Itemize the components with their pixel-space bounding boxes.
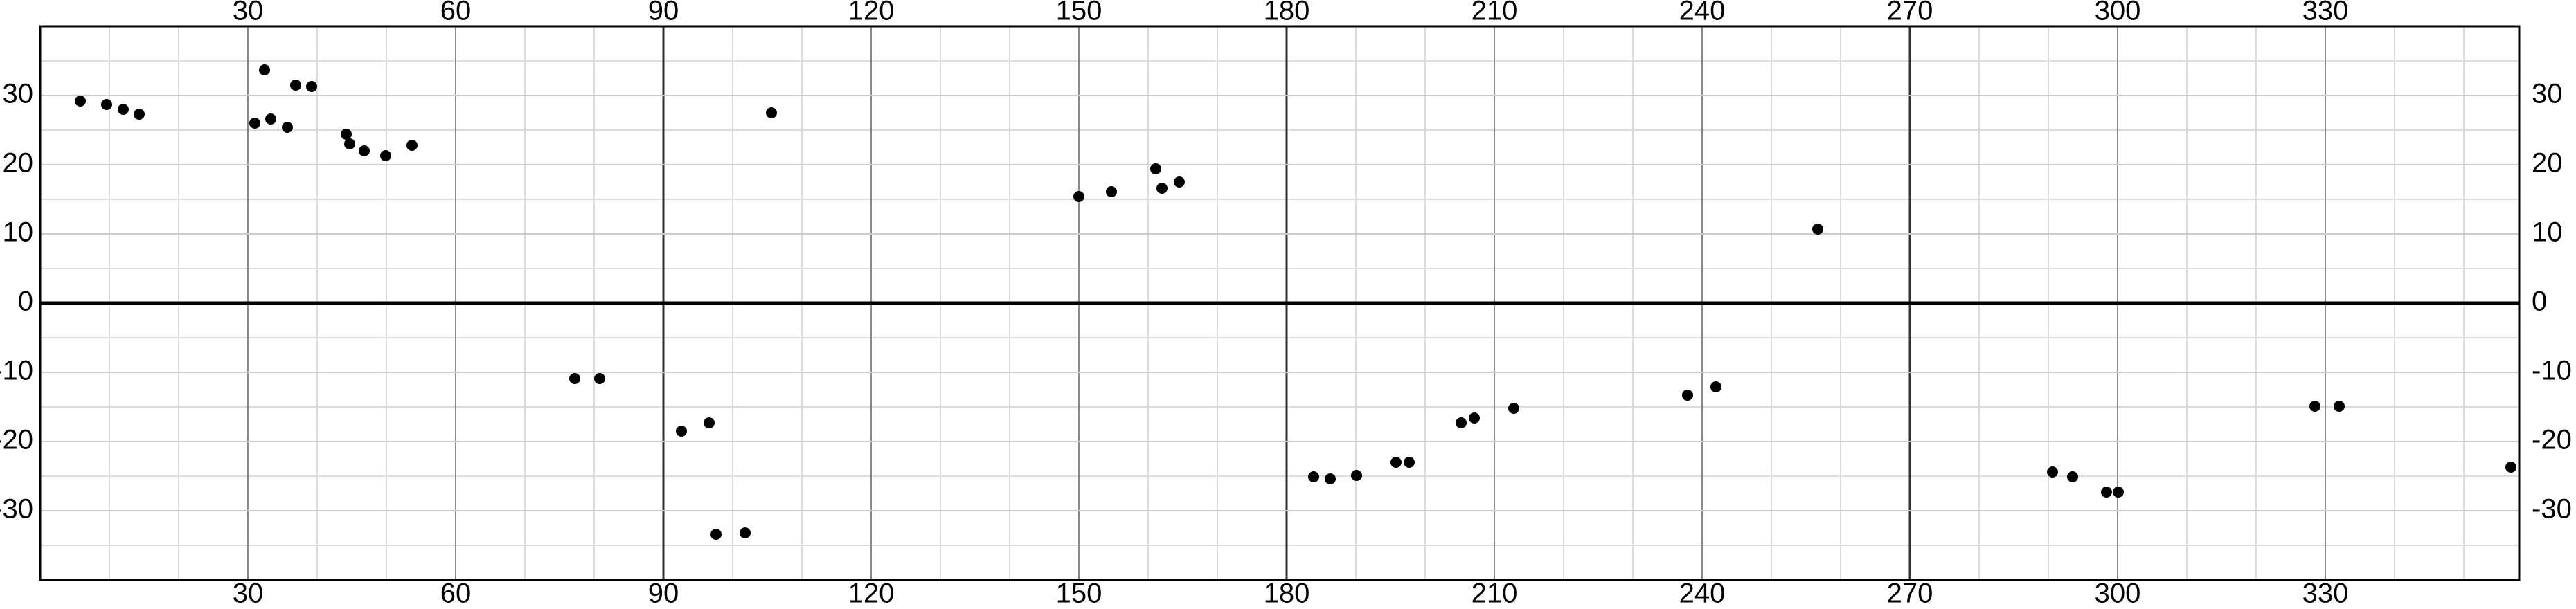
sunspot: [2113, 487, 2124, 498]
plot-frame: [39, 25, 2521, 581]
x-tick-label: 270: [1887, 579, 1933, 609]
x-tick-label: 210: [1472, 579, 1518, 609]
y-tick-label: 10: [2532, 217, 2563, 248]
sunspot: [2309, 401, 2320, 412]
x-tick-label: 210: [1472, 0, 1518, 26]
x-tick-label: 180: [1264, 579, 1310, 609]
x-tick-label: 30: [233, 0, 264, 26]
x-tick-label: 120: [848, 0, 895, 26]
y-tick-label: 0: [18, 287, 33, 317]
sunspot: [1308, 471, 1319, 482]
x-tick-label: 300: [2095, 0, 2141, 26]
sunspot: [2101, 487, 2112, 498]
y-tick-label: -30: [2532, 494, 2572, 525]
sunspot: [249, 118, 260, 129]
sunspot: [406, 140, 418, 151]
sunspot: [75, 96, 86, 107]
sunspot: [1710, 381, 1721, 392]
sunspot: [344, 138, 355, 149]
x-tick-label: 90: [648, 579, 679, 609]
sunspot: [2334, 401, 2345, 412]
x-tick-label: 300: [2095, 579, 2141, 609]
x-tick-label: 180: [1264, 0, 1310, 26]
sunspot: [1508, 403, 1519, 414]
sunspot: [265, 113, 276, 125]
sunspot: [1390, 457, 1402, 468]
sunspot: [1682, 390, 1693, 401]
sunspot: [1351, 470, 1362, 481]
y-tick-label: 10: [3, 217, 34, 248]
sunspot: [594, 373, 605, 384]
y-tick-label: 30: [2532, 79, 2563, 109]
sunspot: [704, 417, 715, 428]
x-tick-label: 30: [233, 579, 264, 609]
sunspot: [1156, 183, 1168, 194]
y-tick-label: -10: [0, 356, 33, 386]
sunspot: [1073, 191, 1084, 202]
sunspot: [1106, 186, 1117, 197]
sunspot: [2047, 466, 2058, 478]
sunspot: [2067, 471, 2078, 482]
sunspot: [766, 107, 777, 118]
x-tick-label: 60: [440, 579, 472, 609]
y-tick-label: -20: [2532, 425, 2572, 455]
y-tick-label: -30: [0, 494, 33, 525]
y-tick-label: 20: [2532, 148, 2563, 179]
sunspot: [380, 150, 391, 161]
y-tick-label: 20: [3, 148, 34, 179]
x-tick-label: 330: [2302, 0, 2349, 26]
sunspot: [282, 122, 293, 133]
sunspot: [1174, 176, 1185, 188]
x-tick-label: 330: [2302, 579, 2349, 609]
x-tick-label: 270: [1887, 0, 1933, 26]
y-tick-label: -20: [0, 425, 33, 455]
x-tick-label: 60: [440, 0, 472, 26]
x-tick-label: 240: [1679, 579, 1726, 609]
y-tick-label: 30: [3, 79, 34, 109]
y-tick-label: 0: [2532, 287, 2547, 317]
x-tick-label: 150: [1056, 0, 1102, 26]
sunspot: [710, 529, 722, 540]
x-tick-label: 120: [848, 579, 895, 609]
sunspot: [740, 527, 751, 538]
y-tick-label: -10: [2532, 356, 2572, 386]
sunspot: [569, 373, 580, 384]
sunspot: [1456, 417, 1467, 428]
sunspot: [1325, 473, 1336, 484]
sunspot: [341, 129, 352, 140]
sunspot: [306, 81, 317, 92]
sunspot: [134, 109, 145, 120]
sunspot: [101, 99, 112, 110]
sunspot: [1812, 224, 1823, 235]
sunspot: [259, 64, 270, 75]
sunspot: [1404, 457, 1415, 468]
x-tick-label: 90: [648, 0, 679, 26]
sunspot: [1150, 163, 1161, 174]
sunspot: [359, 145, 370, 156]
sunspot: [118, 104, 129, 115]
sunspot: [676, 426, 687, 437]
sunspot: [2505, 462, 2516, 473]
sunspot: [290, 80, 301, 91]
x-tick-label: 240: [1679, 0, 1726, 26]
sunspot: [1469, 412, 1480, 424]
x-tick-label: 150: [1056, 579, 1102, 609]
